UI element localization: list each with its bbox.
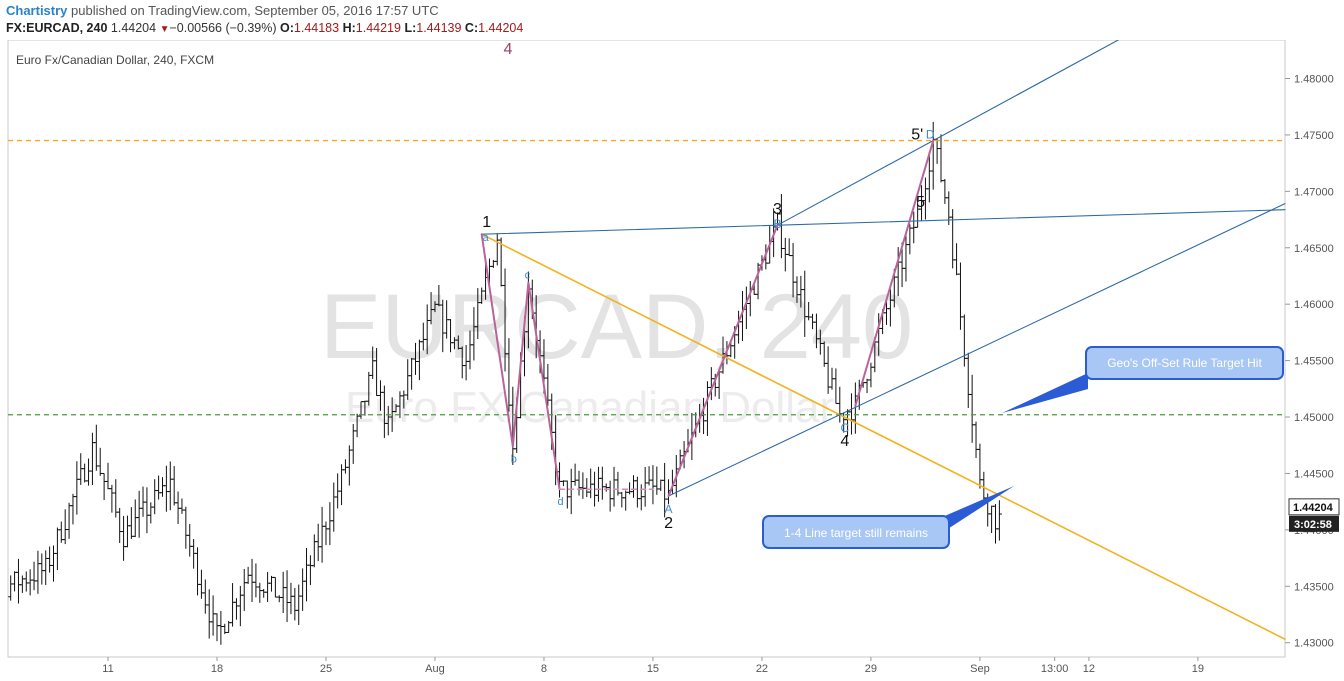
publish-text: published on TradingView.com, September … [71, 3, 439, 18]
down-triangle-icon: ▼ [159, 24, 170, 35]
time-tick-label: 22 [756, 663, 768, 675]
author-link[interactable]: Chartistry [6, 3, 68, 18]
candlestick-series [8, 121, 1002, 645]
time-tick-label: 11 [102, 663, 113, 675]
countdown-box [1289, 515, 1339, 532]
time-tick-label: 12 [1083, 663, 1095, 675]
price-tick-label: 1.48000 [1294, 74, 1334, 86]
price-tick-label: 1.47000 [1294, 186, 1334, 198]
time-tick-label: Sep [970, 663, 990, 675]
abcd-leg-ab[interactable] [480, 233, 514, 448]
watermark-symbol: EURCAD, 240 [320, 276, 913, 378]
time-tick-label: 19 [1192, 663, 1204, 675]
low-label: L: [404, 21, 417, 35]
time-tick-label: 25 [320, 663, 332, 675]
pattern-leg-ab[interactable] [667, 224, 779, 498]
wave-label-4-top: 4 [504, 41, 513, 58]
symbol-label: FX:EURCAD, 240 [6, 21, 108, 35]
price-tick-label: 1.47500 [1294, 130, 1334, 142]
price-tick-label: 1.46000 [1294, 299, 1334, 311]
callout-14-line-text: 1-4 Line target still remains [784, 526, 928, 540]
pattern-label-d: d [557, 496, 563, 508]
upper-channel-line[interactable] [776, 40, 1244, 226]
price-tick-label: 1.45500 [1294, 356, 1334, 368]
pattern-label-C: C [840, 421, 849, 435]
last-price-box [1288, 498, 1340, 516]
pattern-label-b: b [511, 453, 517, 465]
wave-label-5-prime: 5' [911, 127, 923, 144]
time-tick-label: 13:00 [1041, 663, 1069, 675]
abcd-leg-bc[interactable] [511, 281, 530, 448]
low-value: 1.44139 [416, 21, 462, 35]
pattern-label-B: B [774, 217, 782, 231]
time-tick-label: 8 [541, 663, 547, 675]
open-value: 1.44183 [293, 21, 340, 35]
time-tick-label: 15 [647, 663, 659, 675]
callout-geo[interactable]: Geo's Off-Set Rule Target Hit [1002, 346, 1284, 413]
horizontal-levels[interactable] [8, 139, 1285, 416]
high-label: H: [342, 21, 356, 35]
wave-label-4: 4 [840, 433, 849, 450]
pattern-label-c: c [525, 270, 531, 282]
price-axis[interactable]: 1.48000 1.47500 1.47000 1.46500 1.46000 1.455… [1285, 74, 1340, 650]
time-tick-label: Aug [425, 663, 445, 675]
price-tick-label: 1.43500 [1294, 581, 1334, 593]
trend-drawings[interactable] [480, 40, 1286, 641]
price-tick-label: 1.46500 [1294, 243, 1334, 255]
wave-label-2: 2 [664, 515, 673, 532]
time-tick-label: 18 [211, 663, 223, 675]
price-change: −0.00566 (−0.39%) [169, 21, 277, 35]
price-tick-label: 1.45000 [1294, 412, 1334, 424]
pattern-label-D: D [926, 128, 935, 142]
pattern-label-a: a [483, 232, 490, 244]
countdown-label: 3:02:58 [1294, 519, 1332, 531]
pattern-leg-cd[interactable] [854, 139, 935, 407]
time-axis[interactable]: 11 18 25 Aug 8 15 22 29 Sep 13:00 12 19 [102, 657, 1204, 675]
close-label: C: [464, 21, 479, 35]
last-price: 1.44204 [110, 21, 157, 35]
abcd-leg-cd[interactable] [527, 281, 561, 491]
price-chart[interactable]: EURCAD, 240 Euro FX/Canadian Dollar 4 1a b… [0, 40, 1344, 681]
high-value: 1.44219 [355, 21, 401, 35]
pattern-label-A: A [665, 502, 673, 516]
chart-title: Euro Fx/Canadian Dollar, 240, FXCM [16, 53, 214, 67]
plot-area[interactable] [7, 40, 1286, 658]
time-tick-label: 29 [865, 663, 877, 675]
callout-14-line[interactable]: 1-4 Line target still remains [762, 486, 1014, 549]
wave-label-3: 3 [773, 201, 782, 218]
ohlc-bar: FX:EURCAD, 240 1.44204 ▼−0.00566 (−0.39%… [6, 21, 523, 35]
wave-label-1: 1 [482, 214, 491, 231]
watermark-name: Euro FX/Canadian Dollar [345, 383, 834, 432]
lower-channel-line[interactable] [667, 203, 1286, 497]
last-price-label: 1.44204 [1293, 502, 1334, 514]
callout-geo-text: Geo's Off-Set Rule Target Hit [1107, 356, 1262, 370]
price-tick-label: 1.43000 [1294, 638, 1334, 650]
upper-wave-line[interactable] [481, 209, 1286, 235]
publish-info: Chartistry published on TradingView.com,… [6, 3, 439, 18]
price-tick-label: 1.44500 [1294, 468, 1334, 480]
open-label: O: [280, 21, 294, 35]
one-four-trendline[interactable] [480, 233, 1286, 641]
wave-label-5: 5 [916, 194, 925, 211]
close-value: 1.44204 [478, 21, 524, 35]
